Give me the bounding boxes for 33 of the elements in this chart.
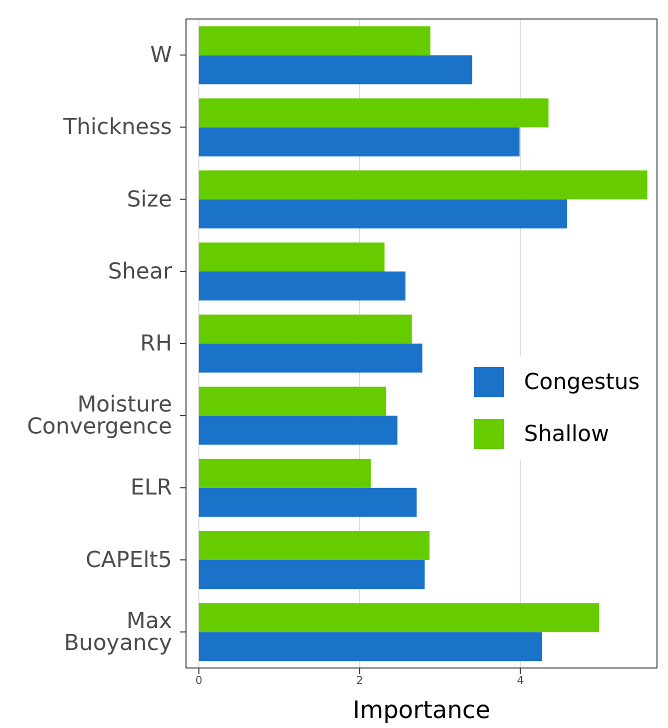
y-tick-label: RH bbox=[140, 332, 172, 356]
x-tick-label: 4 bbox=[516, 674, 524, 687]
x-tick-label: 2 bbox=[356, 674, 364, 687]
bar bbox=[198, 127, 520, 156]
bar bbox=[198, 344, 422, 373]
bar bbox=[198, 458, 371, 488]
y-tick-label: Shear bbox=[108, 259, 173, 284]
bar bbox=[198, 314, 412, 344]
bar bbox=[198, 632, 542, 662]
x-tick-label: 0 bbox=[195, 674, 202, 687]
bar bbox=[198, 170, 648, 200]
bar bbox=[198, 26, 430, 56]
legend-label: Shallow bbox=[524, 422, 610, 446]
bar bbox=[198, 55, 472, 84]
y-tick-label: Max Buoyancy bbox=[64, 608, 172, 656]
x-axis-title: Importance bbox=[352, 696, 490, 724]
bar bbox=[198, 603, 600, 632]
bar bbox=[198, 416, 398, 445]
bar bbox=[198, 560, 425, 589]
bar bbox=[198, 386, 386, 416]
legend-label: Congestus bbox=[524, 370, 640, 394]
bar bbox=[198, 488, 417, 517]
bar bbox=[198, 272, 406, 301]
bar bbox=[198, 530, 430, 560]
y-tick-label: Moisture Convergence bbox=[26, 392, 172, 440]
bar bbox=[198, 98, 548, 128]
y-tick-label: CAPElt5 bbox=[86, 548, 172, 573]
y-tick-label: ELR bbox=[130, 476, 172, 501]
y-tick-label: Thickness bbox=[62, 115, 172, 140]
y-tick-label: W bbox=[150, 43, 172, 68]
bar bbox=[198, 199, 567, 228]
bar bbox=[198, 242, 385, 272]
y-tick-label: Size bbox=[126, 187, 172, 212]
